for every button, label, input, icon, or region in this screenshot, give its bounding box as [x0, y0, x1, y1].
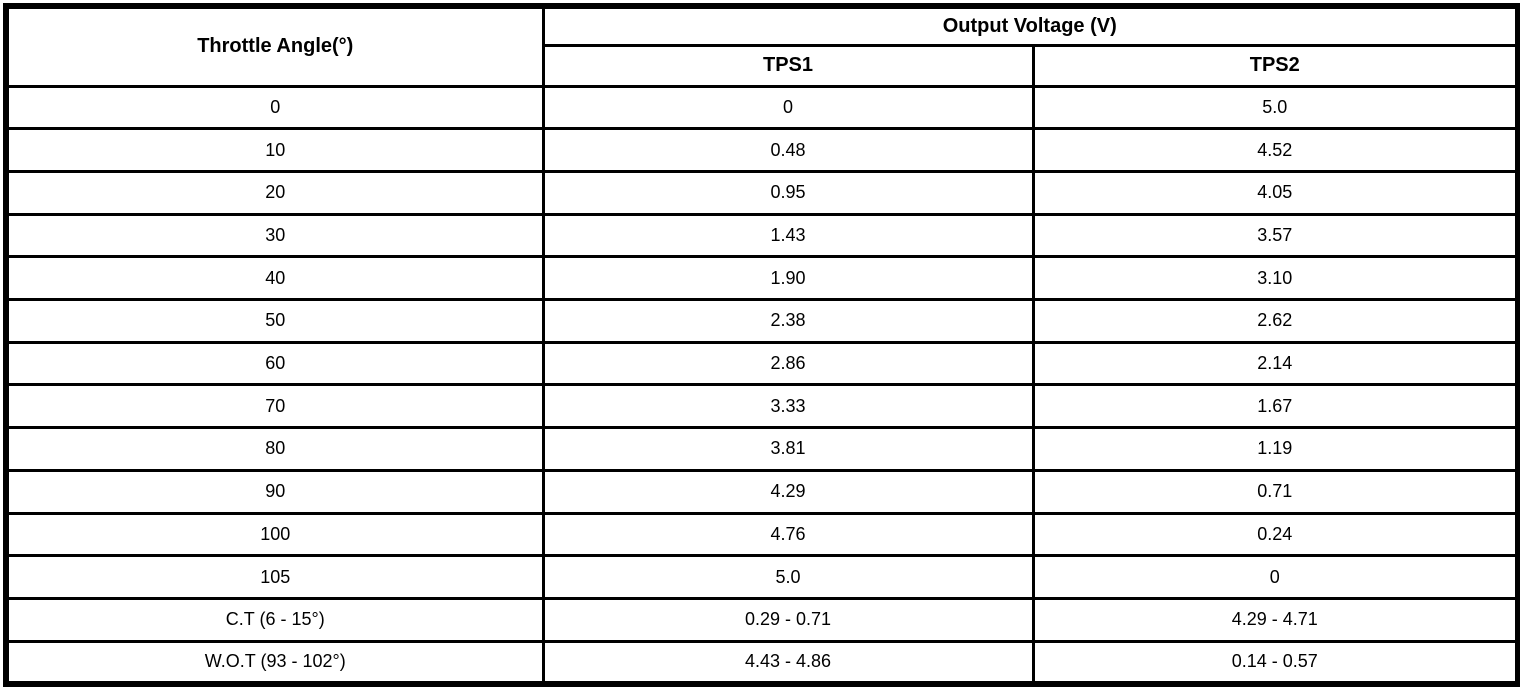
tps2-value-cell: 0.14 - 0.57	[1031, 639, 1520, 686]
throttle-angle-cell: 50	[4, 298, 545, 344]
throttle-angle-cell: 70	[4, 383, 545, 430]
throttle-angle-cell: 20	[4, 169, 545, 216]
tps1-value-cell: 1.90	[541, 255, 1035, 302]
tps1-value-cell: 0	[541, 84, 1035, 131]
tps1-value-cell: 5.0	[541, 554, 1035, 600]
table-row: 105 5.0 0	[4, 554, 1520, 600]
output-voltage-header: Output Voltage (V)	[541, 4, 1520, 47]
throttle-angle-cell: 100	[4, 511, 545, 558]
table-row: C.T (6 - 15°) 0.29 - 0.71 4.29 - 4.71	[4, 596, 1520, 643]
throttle-angle-header: Throttle Angle(°)	[4, 4, 545, 88]
tps2-value-cell: 2.62	[1031, 298, 1520, 344]
tps2-value-cell: 4.29 - 4.71	[1031, 596, 1520, 643]
throttle-angle-cell: 60	[4, 340, 545, 387]
table-row: 90 4.29 0.71	[4, 468, 1520, 515]
tps1-value-cell: 1.43	[541, 212, 1035, 259]
tps2-value-cell: 3.57	[1031, 212, 1520, 259]
tps2-value-cell: 4.05	[1031, 169, 1520, 216]
tps1-value-cell: 3.33	[541, 383, 1035, 430]
table-header: Throttle Angle(°) Output Voltage (V) TPS…	[4, 4, 1520, 88]
table-body: 0 0 5.0 10 0.48 4.52 20 0.95 4.05 30 1.4…	[4, 84, 1520, 686]
table-row: 70 3.33 1.67	[4, 383, 1520, 430]
tps2-column-header: TPS2	[1031, 43, 1520, 88]
throttle-angle-cell: 40	[4, 255, 545, 302]
tps1-value-cell: 4.76	[541, 511, 1035, 558]
table-row: 60 2.86 2.14	[4, 340, 1520, 387]
throttle-angle-cell: 80	[4, 426, 545, 472]
tps2-value-cell: 0.71	[1031, 468, 1520, 515]
tps1-value-cell: 3.81	[541, 426, 1035, 472]
tps1-column-header: TPS1	[541, 43, 1035, 88]
throttle-angle-cell: 105	[4, 554, 545, 600]
table-row: 0 0 5.0	[4, 84, 1520, 131]
table-row: 30 1.43 3.57	[4, 212, 1520, 259]
tps2-value-cell: 2.14	[1031, 340, 1520, 387]
tps2-value-cell: 1.67	[1031, 383, 1520, 430]
tps-spec-table-container: Throttle Angle(°) Output Voltage (V) TPS…	[3, 3, 1520, 687]
tps2-value-cell: 0.24	[1031, 511, 1520, 558]
throttle-angle-cell: 0	[4, 84, 545, 131]
tps1-value-cell: 2.38	[541, 298, 1035, 344]
tps2-value-cell: 1.19	[1031, 426, 1520, 472]
tps1-value-cell: 0.48	[541, 127, 1035, 173]
table-row: 80 3.81 1.19	[4, 426, 1520, 472]
tps2-value-cell: 4.52	[1031, 127, 1520, 173]
tps1-value-cell: 2.86	[541, 340, 1035, 387]
tps2-value-cell: 0	[1031, 554, 1520, 600]
tps1-value-cell: 0.29 - 0.71	[541, 596, 1035, 643]
table-row: W.O.T (93 - 102°) 4.43 - 4.86 0.14 - 0.5…	[4, 639, 1520, 686]
tps-output-voltage-table: Throttle Angle(°) Output Voltage (V) TPS…	[3, 3, 1520, 687]
tps2-value-cell: 5.0	[1031, 84, 1520, 131]
tps1-value-cell: 0.95	[541, 169, 1035, 216]
table-row: 50 2.38 2.62	[4, 298, 1520, 344]
table-row: 10 0.48 4.52	[4, 127, 1520, 173]
throttle-angle-cell: 90	[4, 468, 545, 515]
table-row: 40 1.90 3.10	[4, 255, 1520, 302]
tps1-value-cell: 4.43 - 4.86	[541, 639, 1035, 686]
table-row: 100 4.76 0.24	[4, 511, 1520, 558]
throttle-angle-cell: W.O.T (93 - 102°)	[4, 639, 545, 686]
throttle-angle-cell: C.T (6 - 15°)	[4, 596, 545, 643]
throttle-angle-cell: 30	[4, 212, 545, 259]
tps2-value-cell: 3.10	[1031, 255, 1520, 302]
table-row: 20 0.95 4.05	[4, 169, 1520, 216]
throttle-angle-cell: 10	[4, 127, 545, 173]
tps1-value-cell: 4.29	[541, 468, 1035, 515]
